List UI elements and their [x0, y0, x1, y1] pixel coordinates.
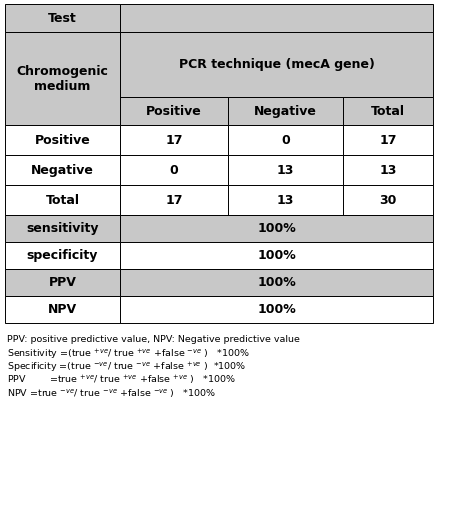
Bar [228, 185, 343, 215]
Text: 17: 17 [165, 193, 183, 207]
Text: Positive: Positive [35, 133, 91, 147]
Text: 13: 13 [277, 193, 294, 207]
Bar [5, 32, 120, 125]
Text: 17: 17 [379, 133, 397, 147]
Text: 30: 30 [379, 193, 397, 207]
Bar [5, 215, 120, 242]
Bar [228, 97, 343, 125]
Bar [120, 215, 433, 242]
Bar [343, 97, 433, 125]
Text: 13: 13 [379, 163, 397, 177]
Text: Total: Total [46, 193, 80, 207]
Bar [120, 97, 228, 125]
Text: Chromogenic
medium: Chromogenic medium [17, 65, 109, 93]
Bar [228, 125, 343, 155]
Bar [120, 32, 433, 97]
Text: Negative: Negative [254, 104, 317, 118]
Bar [120, 125, 228, 155]
Bar [5, 155, 120, 185]
Text: Total: Total [371, 104, 405, 118]
Text: specificity: specificity [27, 249, 98, 262]
Bar [120, 269, 433, 296]
Bar [5, 185, 120, 215]
Text: 13: 13 [277, 163, 294, 177]
Text: 0: 0 [170, 163, 178, 177]
Bar [343, 125, 433, 155]
Text: PPV: PPV [48, 276, 76, 289]
Text: 100%: 100% [257, 276, 296, 289]
Text: Negative: Negative [31, 163, 94, 177]
Bar [5, 269, 120, 296]
Bar [120, 296, 433, 323]
Text: PPV: positive predictive value, NPV: Negative predictive value: PPV: positive predictive value, NPV: Neg… [7, 335, 300, 344]
Text: 0: 0 [281, 133, 290, 147]
Text: NPV: NPV [48, 303, 77, 316]
Text: 17: 17 [165, 133, 183, 147]
Bar [120, 242, 433, 269]
Bar [5, 296, 120, 323]
Text: Positive: Positive [146, 104, 202, 118]
Bar [343, 185, 433, 215]
Bar [5, 125, 120, 155]
Bar [120, 155, 228, 185]
Text: PCR technique (mecA gene): PCR technique (mecA gene) [179, 58, 374, 71]
Text: 100%: 100% [257, 222, 296, 235]
Bar [5, 4, 120, 32]
Text: 100%: 100% [257, 303, 296, 316]
Bar [120, 4, 433, 32]
Text: sensitivity: sensitivity [26, 222, 99, 235]
Text: 100%: 100% [257, 249, 296, 262]
Bar [343, 155, 433, 185]
Bar [228, 155, 343, 185]
Text: Specificity =(true $^{-ve}$/ true $^{-ve}$ +false $^{+ve}$ )  *100%: Specificity =(true $^{-ve}$/ true $^{-ve… [7, 361, 246, 375]
Text: PPV        =true $^{+ve}$/ true $^{+ve}$ +false $^{+ve}$ )   *100%: PPV =true $^{+ve}$/ true $^{+ve}$ +false… [7, 374, 236, 387]
Bar [5, 242, 120, 269]
Text: Sensitivity =(true $^{+ve}$/ true $^{+ve}$ +false $^{-ve}$ )   *100%: Sensitivity =(true $^{+ve}$/ true $^{+ve… [7, 348, 250, 362]
Text: Test: Test [48, 12, 77, 24]
Bar [120, 185, 228, 215]
Text: NPV =true $^{-ve}$/ true $^{-ve}$ +false $^{-ve}$ )   *100%: NPV =true $^{-ve}$/ true $^{-ve}$ +false… [7, 387, 216, 400]
